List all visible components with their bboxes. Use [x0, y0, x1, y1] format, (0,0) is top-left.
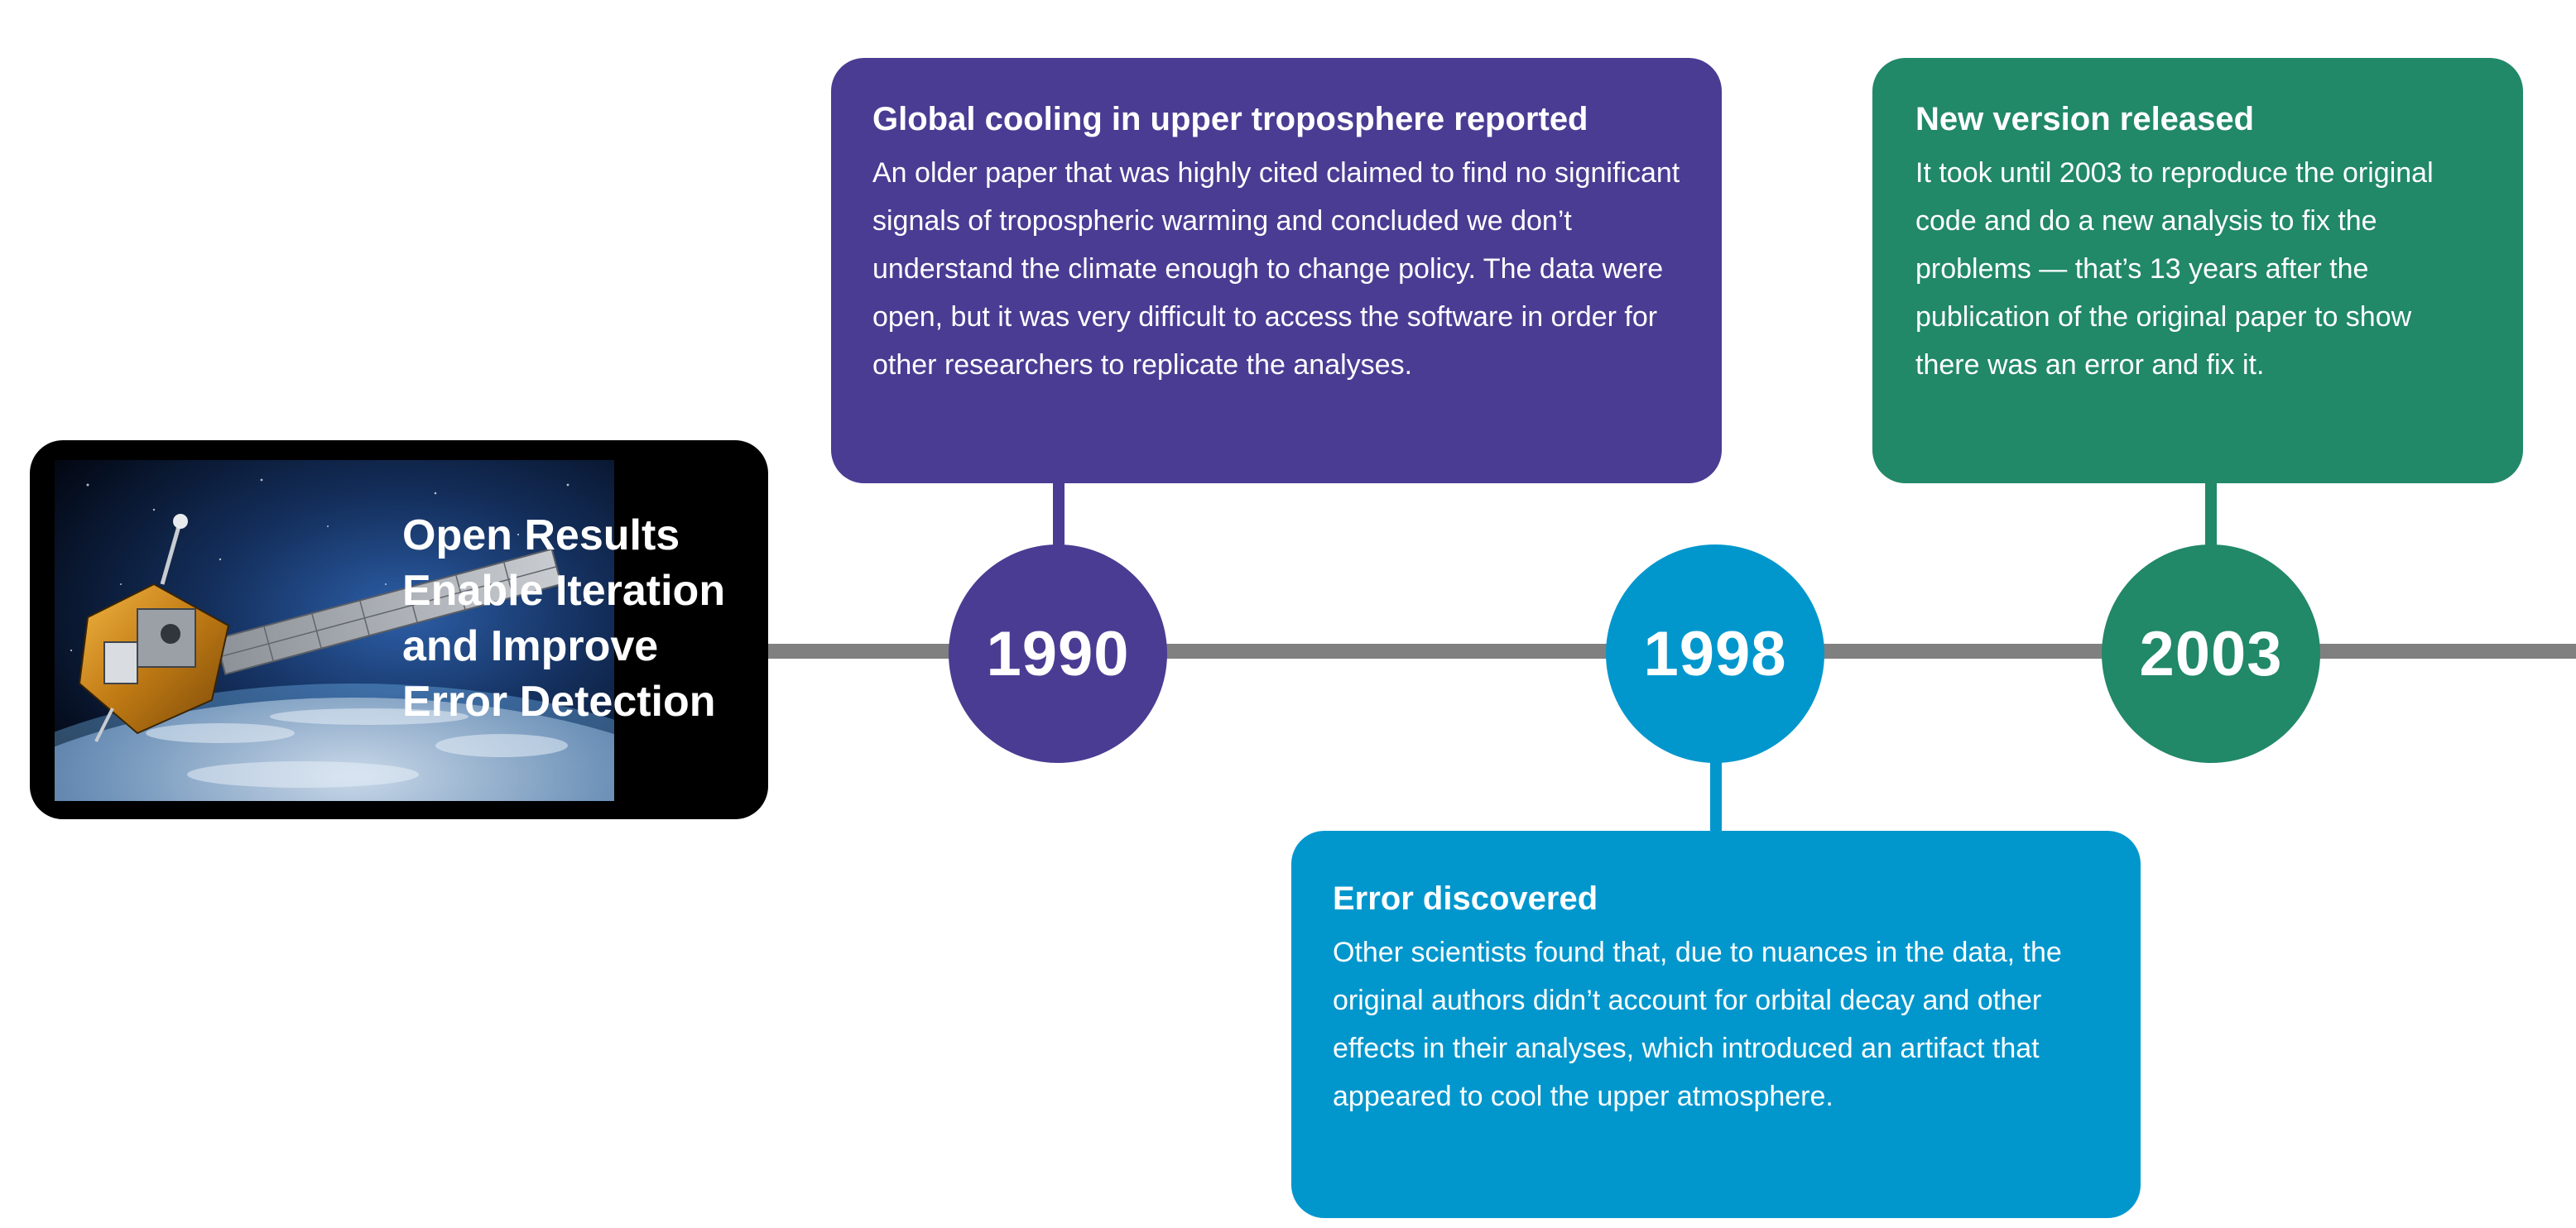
event-card-1990: Global cooling in upper troposphere repo… [831, 58, 1722, 483]
event-body-2003: It took until 2003 to reproduce the orig… [1915, 157, 2434, 381]
event-title-1998: Error discovered [1333, 880, 1598, 917]
event-title-1990: Global cooling in upper troposphere repo… [872, 101, 1588, 137]
event-body-1990: An older paper that was highly cited cla… [872, 157, 1680, 381]
connector-1998 [1710, 758, 1722, 834]
title-card: Open Results Enable Iteration and Improv… [30, 440, 768, 819]
year-label-2003: 2003 [2139, 618, 2283, 689]
event-title-2003: New version released [1915, 101, 2255, 137]
title-text: Open Results Enable Iteration and Improv… [402, 511, 726, 726]
year-circle-2003: 2003 [2102, 544, 2320, 763]
connector-1990 [1053, 482, 1065, 548]
event-body-1998: Other scientists found that, due to nuan… [1333, 937, 2062, 1112]
year-circle-1990: 1990 [949, 544, 1167, 763]
connector-2003 [2205, 482, 2217, 548]
satellite-image [55, 460, 614, 801]
year-circle-1998: 1998 [1606, 544, 1824, 763]
year-label-1998: 1998 [1643, 618, 1787, 689]
year-label-1990: 1990 [986, 618, 1130, 689]
event-card-1998: Error discovered Other scientists found … [1291, 831, 2141, 1218]
event-card-2003: New version released It took until 2003 … [1872, 58, 2523, 483]
